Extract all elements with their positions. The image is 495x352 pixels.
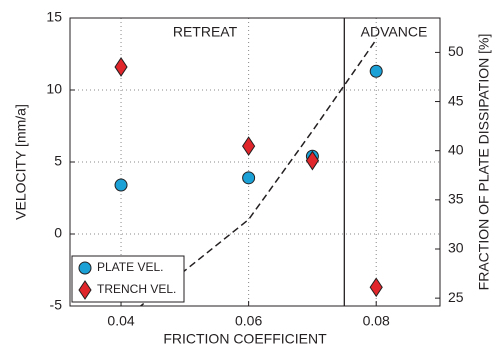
annotation: ADVANCE <box>361 24 428 40</box>
legend-box <box>71 255 185 303</box>
legend-label: TRENCH VEL. <box>97 282 176 296</box>
point <box>114 57 128 77</box>
point <box>305 150 320 171</box>
y-tick-label: 10 <box>46 81 62 97</box>
y-tick-label: -5 <box>50 297 63 313</box>
legend-label: PLATE VEL. <box>97 260 163 274</box>
y2-tick-label: 45 <box>448 92 464 108</box>
y2-tick-label: 40 <box>448 141 464 157</box>
point <box>369 277 383 298</box>
annotation: RETREAT <box>173 24 238 40</box>
y-tick-label: 15 <box>46 9 62 25</box>
y-tick-label: 5 <box>54 153 62 169</box>
y2-axis-label: FRACTION OF PLATE DISSIPATION [%] <box>476 34 492 291</box>
dissipation-line <box>139 39 377 306</box>
legend-marker <box>78 261 92 275</box>
y-tick-label: 0 <box>54 225 62 241</box>
point <box>369 64 383 78</box>
x-axis-label: FRICTION COEFFICIENT <box>163 331 327 347</box>
x-tick-label: 0.04 <box>107 313 134 329</box>
y2-tick-label: 25 <box>448 289 464 305</box>
y2-tick-label: 35 <box>448 191 464 207</box>
point <box>242 136 256 157</box>
y2-tick-label: 50 <box>448 43 464 59</box>
point <box>242 171 256 185</box>
legend-marker <box>78 280 92 300</box>
legend: PLATE VEL. TRENCH VEL. <box>71 255 185 303</box>
y-axis-label: VELOCITY [mm/a] <box>13 104 29 220</box>
y2-tick-label: 30 <box>448 240 464 256</box>
x-tick-label: 0.06 <box>235 313 262 329</box>
point <box>114 178 128 192</box>
x-tick-label: 0.08 <box>363 313 390 329</box>
plot-frame <box>69 17 441 307</box>
